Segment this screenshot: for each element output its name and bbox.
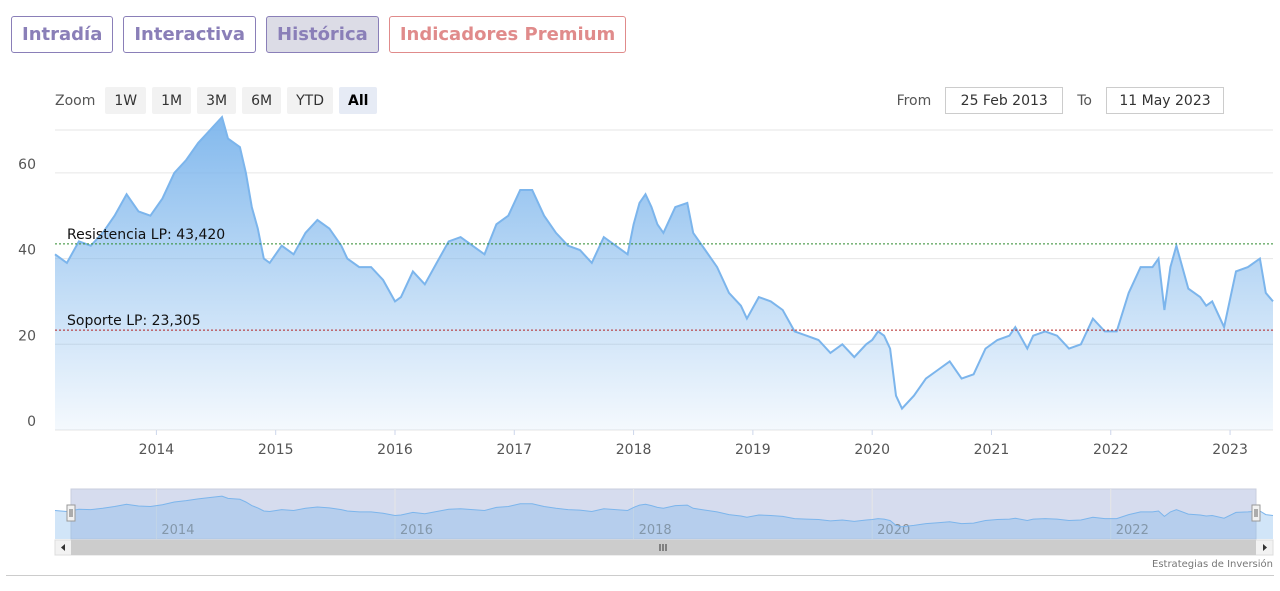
from-date-input[interactable]: 25 Feb 2013 <box>945 87 1064 114</box>
date-range-selector: From 25 Feb 2013 To 11 May 2023 <box>897 87 1224 114</box>
x-tick-label: 2023 <box>1212 442 1248 458</box>
from-label: From <box>896 92 932 109</box>
tab-indicadores-premium[interactable]: Indicadores Premium <box>388 16 627 53</box>
resistance-label: Resistencia LP: 43,420 <box>67 227 225 243</box>
x-tick-label: 2016 <box>377 442 413 458</box>
tab-bar: Intradía Interactiva Histórica Indicador… <box>11 16 627 53</box>
y-tick-label: 60 <box>18 157 36 173</box>
handle-body[interactable] <box>66 504 76 522</box>
x-tick-label: 2021 <box>974 442 1010 458</box>
x-tick-label: 2014 <box>139 442 175 458</box>
navigator-selection[interactable] <box>70 488 1257 540</box>
zoom-ytd-button[interactable]: YTD <box>287 87 333 114</box>
scroll-left-icon[interactable] <box>61 544 65 551</box>
navigator-tick-label: 2022 <box>1116 523 1149 538</box>
to-date-input[interactable]: 11 May 2023 <box>1106 87 1224 114</box>
zoom-3m-button[interactable]: 3M <box>197 87 237 114</box>
navigator-tick-label: 2018 <box>639 523 672 538</box>
y-tick-label: 0 <box>27 414 36 430</box>
y-tick-label: 40 <box>18 243 36 259</box>
x-tick-label: 2017 <box>496 442 532 458</box>
navigator-left-handle[interactable] <box>66 504 76 522</box>
scroll-right-icon[interactable] <box>1263 544 1267 551</box>
x-tick-label: 2020 <box>854 442 890 458</box>
zoom-1m-button[interactable]: 1M <box>152 87 192 114</box>
y-tick-label: 20 <box>18 328 36 344</box>
tab-historica[interactable]: Histórica <box>266 16 379 53</box>
navigator-tick-label: 2016 <box>400 523 433 538</box>
zoom-label: Zoom <box>55 92 96 109</box>
x-tick-label: 2018 <box>616 442 652 458</box>
chart-credits: Estrategias de Inversión <box>1152 559 1273 570</box>
x-tick-label: 2015 <box>258 442 294 458</box>
x-tick-label: 2022 <box>1093 442 1129 458</box>
handle-body[interactable] <box>1251 504 1261 522</box>
navigator-right-handle[interactable] <box>1251 504 1261 522</box>
x-tick-label: 2019 <box>735 442 771 458</box>
tab-interactiva[interactable]: Interactiva <box>123 16 257 53</box>
to-label: To <box>1077 92 1092 109</box>
series-area <box>55 117 1273 430</box>
zoom-6m-button[interactable]: 6M <box>242 87 282 114</box>
navigator-line <box>54 495 1274 528</box>
tab-intradia[interactable]: Intradía <box>11 16 114 53</box>
zoom-1w-button[interactable]: 1W <box>105 87 147 114</box>
navigator-tick-label: 2014 <box>161 523 194 538</box>
support-label: Soporte LP: 23,305 <box>67 313 201 329</box>
zoom-all-button[interactable]: All <box>339 87 378 114</box>
navigator-area <box>55 496 1273 539</box>
zoom-selector: Zoom 1W 1M 3M 6M YTD All <box>55 87 378 114</box>
footer-divider <box>6 575 1274 576</box>
series-line <box>54 115 1274 411</box>
